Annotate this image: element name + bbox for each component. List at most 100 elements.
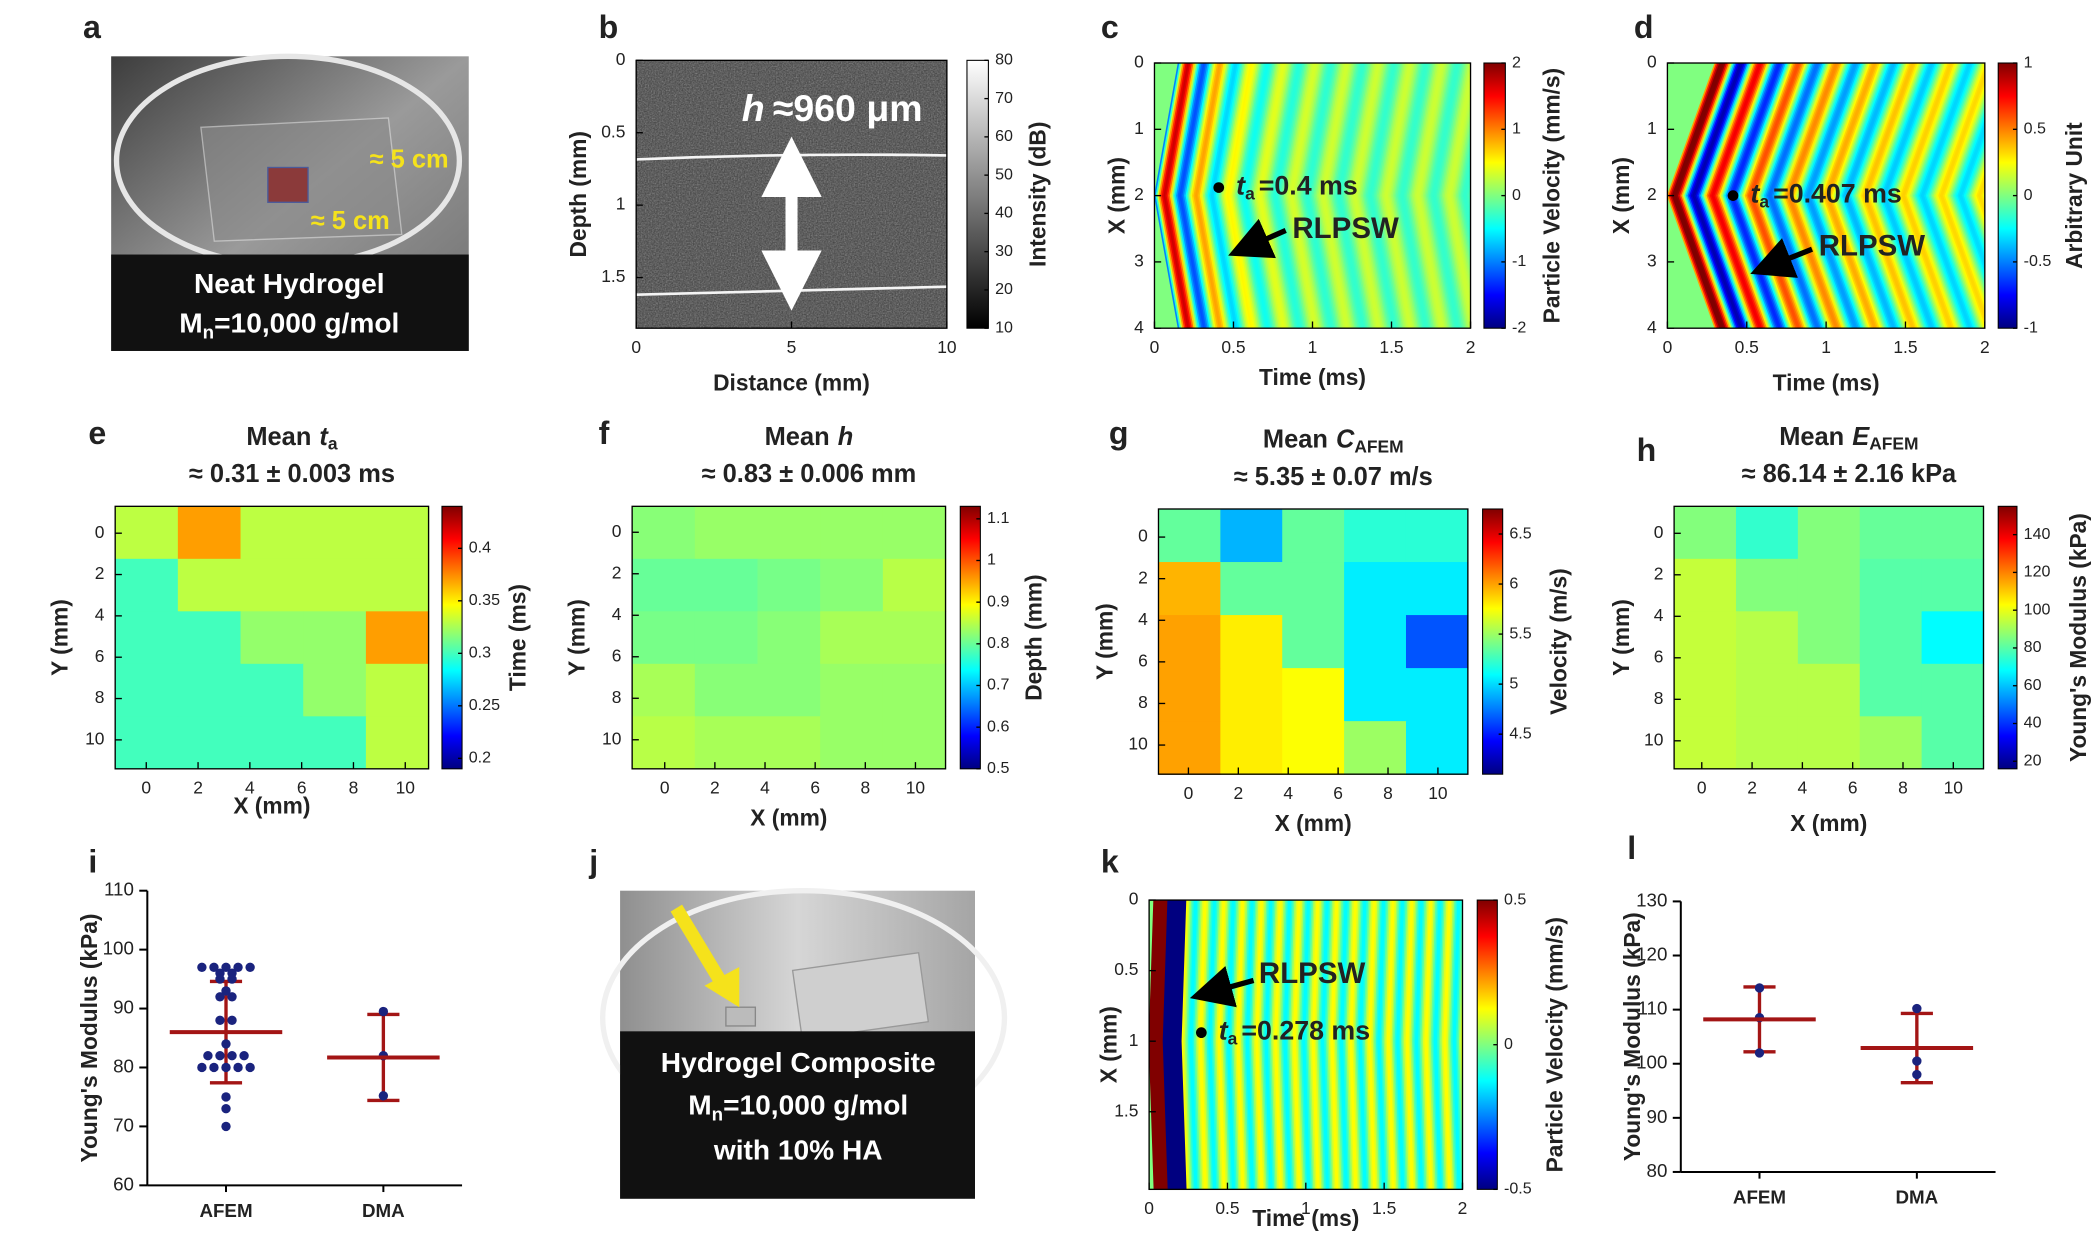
x-tick-label: 2 [710,778,720,798]
x-tick-label: 0.5 [1215,1198,1239,1218]
wave-strip [1803,63,1854,329]
heatmap-cell [177,506,242,560]
wave-strip [1757,63,1808,329]
data-point [221,1092,231,1102]
heatmap-cell [1158,509,1222,563]
x-axis-label: X (mm) [233,793,310,819]
plot-frame [114,505,430,770]
y-tick-label: 10 [85,728,104,748]
wave-strip [1212,63,1239,329]
wave-strip [1353,63,1380,329]
caption-part: M [179,308,202,339]
wave-strip [1240,63,1268,329]
wave-strip [1770,63,1821,329]
wave-strip [1919,63,1970,329]
heatmap-cell [1735,716,1799,770]
wave-strip [1233,63,1260,329]
data-point [221,1039,231,1049]
annotation-text: =0.4 ms [1259,171,1358,201]
wave-strip [1841,63,1892,329]
wave-strip [1851,63,1902,329]
data-point [1754,1048,1765,1058]
wave-strip [1285,63,1312,329]
wave-strip [1839,63,1891,329]
data-point [221,1104,231,1114]
data-point [1912,1069,1922,1080]
wave-strip [1704,63,1756,329]
panel-label: j [588,843,598,879]
heatmap-cell [1859,663,1923,717]
wave-strip [1871,63,1922,329]
wave-strip [1797,63,1848,329]
wave-strip [1280,63,1307,329]
wave-strip [1324,63,1351,329]
x-tick-label: 8 [1383,783,1393,803]
wave-strip [1140,900,1146,1189]
wave-strip [1138,900,1145,1189]
photo-a: a ≈ 5 cm ≈ 5 cm Neat Hydrogel Mn=10,000 … [83,9,469,351]
x-tick-label: 10 [1944,778,1963,798]
data-point [197,1062,207,1073]
y-tick-label: 0 [1129,889,1139,909]
wave-strip [1831,63,1883,329]
wave-strip [1700,63,1751,329]
wave-strip [1716,63,1767,329]
plot-frame [1673,505,1985,770]
colorbar-tick-label: 80 [2024,638,2042,656]
wave-strip [1384,63,1412,329]
wave-strip [1323,63,1350,329]
y-tick-label: 4 [612,604,622,624]
wave-strip [1346,63,1373,329]
heatmap-cell [1735,663,1799,717]
heatmap-cell [365,611,430,665]
x-tick-label: 6 [810,778,820,798]
heatmap-cell [1859,716,1923,770]
y-tick-label: 3 [1134,250,1144,270]
heatmap-cell [1921,506,1985,560]
caption: Neat Hydrogel [194,268,385,299]
y-axis-label: Young's Modulus (kPa) [76,914,102,1163]
y-tick-label: 100 [1636,1052,1667,1073]
heatmap-cell [1735,611,1799,665]
y-tick-label: 8 [1654,688,1664,708]
heatmap-cell [757,663,821,717]
x-tick-label: 2 [1747,778,1757,798]
wave-strip [1687,63,1738,329]
wave-strip [1242,63,1269,329]
annotation: ≈ 5 cm [311,207,390,235]
title-subscript: AFEM [1869,433,1918,453]
wave-strip [1198,63,1225,329]
x-tick-label: 10 [906,778,925,798]
wave-strip [1225,63,1252,329]
y-tick-label: 4 [1647,317,1657,337]
wave-strip [1416,63,1443,329]
wave-strip [1207,63,1234,329]
wave-strip [1315,63,1342,329]
wave-strip [1944,83,1985,308]
wave-strip [1316,63,1343,329]
wave-strip [1822,63,1873,329]
heatmap-cell [757,506,821,560]
y-tick-label: 2 [1134,184,1144,204]
wave-strip [1307,63,1334,329]
wave-strip [1433,63,1460,329]
heatmap-cell [1859,558,1923,612]
y-tick-label: 70 [113,1114,134,1135]
wave-strip [1206,63,1233,329]
arrow [670,904,729,990]
wave-strip [1180,63,1208,329]
wave-strip [1963,136,1985,255]
x-tick-label: 1 [1821,337,1831,357]
y-tick-label: 6 [1654,646,1664,666]
wave-strip [1676,63,1727,329]
wave-strip [1790,63,1841,329]
x-tick-label: 0.5 [1221,337,1245,357]
colorbar-tick-label: 0.25 [469,696,500,714]
wave-strip [1892,63,1943,329]
wave-strip [1299,63,1326,329]
y-tick-label: 4 [1138,609,1148,629]
title-subscript: AFEM [1354,436,1403,456]
heatmap-cell [632,611,696,665]
wave-strip [1183,63,1211,329]
wave-strip [1196,63,1223,329]
